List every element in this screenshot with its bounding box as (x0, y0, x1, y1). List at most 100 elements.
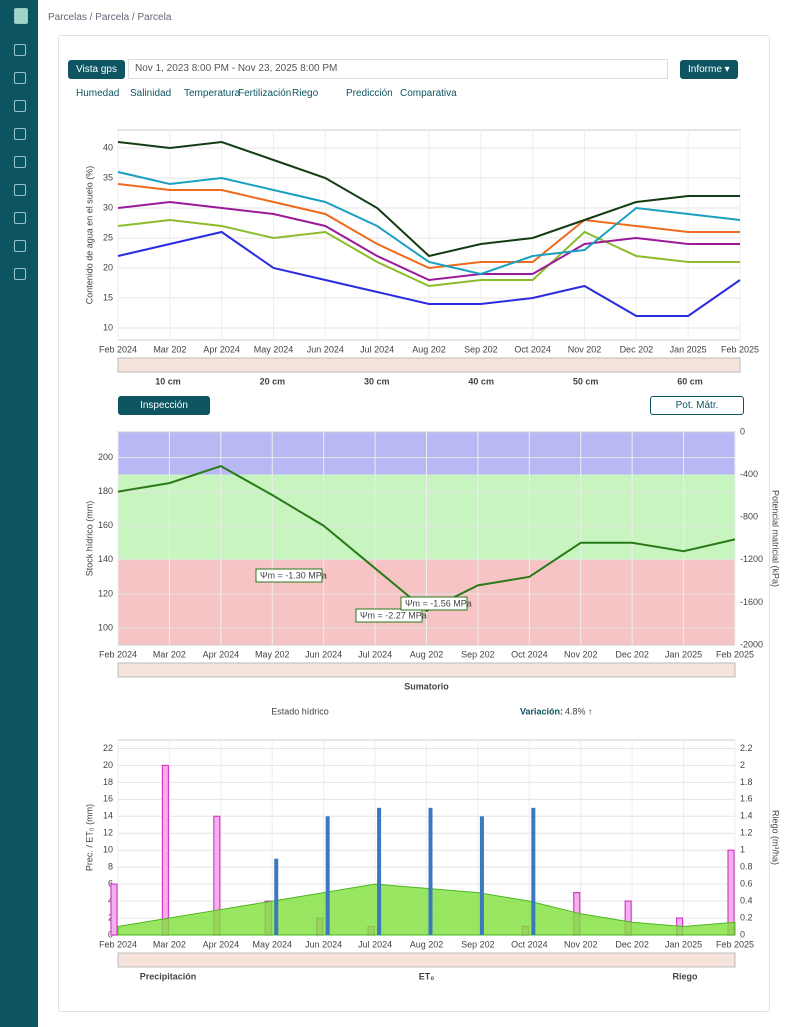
y-tick-label: 6 (108, 879, 113, 889)
y2-tick-label: 1.8 (740, 777, 753, 787)
y2-axis-label: Potencial matricial (kPa) (771, 490, 781, 587)
tab[interactable]: Predicción (346, 88, 393, 99)
date-range[interactable]: Nov 1, 2023 8:00 PM - Nov 23, 2025 8:00 … (128, 59, 668, 79)
report-button[interactable]: Informe ▾ (680, 60, 738, 79)
area (117, 883, 736, 936)
y2-tick-label: 2.2 (740, 743, 753, 753)
legend-entry: Precipitación (140, 971, 197, 981)
tab[interactable]: Salinidad (130, 88, 172, 99)
nav-icon[interactable] (14, 72, 26, 84)
y-tick-label: 120 (98, 588, 113, 598)
y2-tick-label: 2 (740, 760, 745, 770)
nav-icon[interactable] (14, 100, 26, 112)
nav-icon[interactable] (14, 268, 26, 280)
y-tick-label: 18 (103, 777, 113, 787)
bar (377, 807, 382, 935)
y2-tick-label: -800 (740, 512, 758, 522)
y-axis-label: Stock hídrico (mm) (84, 501, 94, 577)
line (117, 200, 740, 282)
x-tick-label: Apr 2024 (203, 344, 240, 354)
y2-tick-label: 0 (740, 426, 745, 436)
y-tick-label: 10 (103, 845, 113, 855)
x-tick-label: Feb 2024 (99, 649, 137, 659)
nav-icon[interactable] (14, 212, 26, 224)
y-axis-label: Prec. / ET₀ (mm) (84, 804, 94, 871)
x-tick-label: Jan 2025 (665, 649, 702, 659)
y-tick-label: 8 (108, 862, 113, 872)
x-tick-label: Dec 202 (620, 344, 654, 354)
nav-icon[interactable] (14, 128, 26, 140)
x-tick-label: May 2024 (252, 939, 292, 949)
x-tick-label: Feb 2025 (716, 649, 754, 659)
y2-tick-label: 0.4 (740, 895, 753, 905)
potential-button[interactable]: Pot. Mátr. (650, 396, 744, 415)
x-tick-label: Jan 2025 (670, 344, 707, 354)
y-tick-label: 40 (103, 142, 113, 152)
tab[interactable]: Humedad (76, 88, 120, 99)
x-tick-label: Feb 2024 (99, 344, 137, 354)
y-tick-label: 160 (98, 520, 113, 530)
y2-tick-label: 1.4 (740, 811, 753, 821)
y-tick-label: 20 (103, 262, 113, 272)
bar (479, 816, 484, 935)
legend-entry: 40 cm (468, 376, 494, 386)
y-tick-label: 20 (103, 760, 113, 770)
x-tick-label: Aug 202 (410, 649, 444, 659)
line (117, 183, 740, 270)
y2-tick-label: -400 (740, 469, 758, 479)
annotation-box (400, 596, 468, 611)
y2-tick-label: -2000 (740, 639, 763, 649)
legend-entry: 60 cm (677, 376, 703, 386)
x-tick-label: Feb 2025 (716, 939, 754, 949)
y2-tick-label: 0.6 (740, 879, 753, 889)
tab[interactable]: Temperatura (184, 88, 241, 99)
breadcrumb[interactable]: Parcelas / Parcela / Parcela (48, 12, 172, 23)
y2-tick-label: 0 (740, 929, 745, 939)
x-tick-label: Oct 2024 (511, 939, 548, 949)
y-tick-label: 25 (103, 232, 113, 242)
y-tick-label: 200 (98, 452, 113, 462)
x-tick-label: Nov 202 (564, 939, 598, 949)
nav-icon[interactable] (14, 184, 26, 196)
line (117, 218, 740, 288)
tab[interactable]: Riego (292, 88, 319, 99)
y-tick-label: 140 (98, 554, 113, 564)
x-tick-label: Feb 2025 (721, 344, 759, 354)
bar (274, 858, 279, 935)
y-tick-label: 30 (103, 202, 113, 212)
x-tick-label: Jul 2024 (358, 649, 392, 659)
stats-label: Estado hídrico (271, 706, 329, 716)
navigator (117, 952, 736, 968)
variation-value: 4.8% ↑ (565, 706, 593, 716)
x-tick-label: Nov 202 (568, 344, 602, 354)
nav-icon[interactable] (14, 156, 26, 168)
nav-icon[interactable] (14, 44, 26, 56)
line (117, 140, 740, 258)
y-tick-label: 15 (103, 292, 113, 302)
bar (110, 883, 118, 936)
tab[interactable]: Comparativa (400, 88, 457, 99)
x-tick-label: May 202 (255, 649, 290, 659)
line (117, 230, 741, 317)
y-tick-label: 16 (103, 794, 113, 804)
x-tick-label: Sep 202 (461, 939, 495, 949)
navigator (117, 662, 736, 678)
x-tick-label: Dec 202 (615, 939, 649, 949)
x-tick-label: Jun 2024 (305, 939, 342, 949)
y2-tick-label: -1600 (740, 597, 763, 607)
x-tick-label: Jul 2024 (360, 344, 394, 354)
y-tick-label: 35 (103, 172, 113, 182)
tab[interactable]: Fertilización (238, 88, 292, 99)
view-button[interactable]: Vista gps (68, 60, 125, 79)
y-tick-label: 14 (103, 811, 113, 821)
inspection-button[interactable]: Inspección (118, 396, 210, 415)
y-axis-label: Contenido de agua en el suelo (%) (84, 166, 94, 305)
y-tick-label: 22 (103, 743, 113, 753)
line (117, 171, 741, 276)
logo (14, 8, 28, 24)
bar (325, 816, 330, 935)
y2-axis-label: Riego (m³/ha) (771, 810, 781, 865)
nav-icon[interactable] (14, 240, 26, 252)
